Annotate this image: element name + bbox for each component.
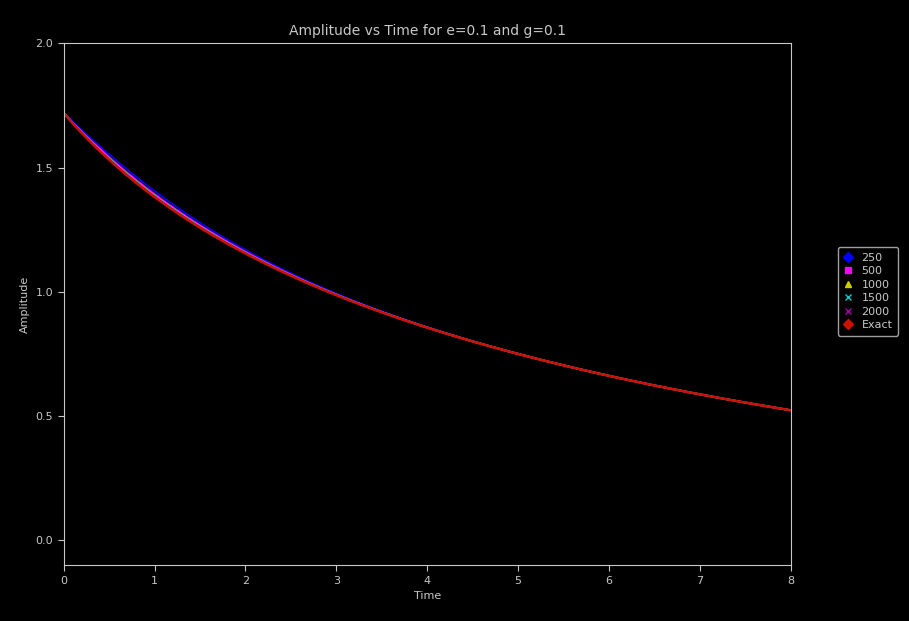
1500 [785,407,796,414]
1000 [684,389,695,396]
2000 [785,407,796,414]
500 [522,353,533,360]
500 [481,342,492,349]
1500 [103,155,114,162]
Exact [103,155,114,163]
2000 [58,109,69,117]
1500 [684,389,695,396]
1000 [481,342,492,349]
250 [58,109,69,117]
1500 [481,342,492,349]
1000 [500,347,511,354]
250 [684,389,695,396]
250 [481,341,492,348]
1500 [522,353,533,360]
1000 [785,407,796,414]
Line: 500: 500 [64,113,791,410]
Line: 1500: 1500 [64,113,791,410]
2000 [684,389,695,396]
Title: Amplitude vs Time for e=0.1 and g=0.1: Amplitude vs Time for e=0.1 and g=0.1 [289,24,565,38]
250 [610,373,621,381]
Line: 250: 250 [64,113,791,410]
2000 [103,155,114,162]
500 [785,407,796,414]
Exact [522,353,533,360]
250 [500,347,511,354]
1000 [58,109,69,117]
1500 [58,109,69,117]
Exact [785,407,796,414]
Exact [500,347,511,354]
X-axis label: Time: Time [414,591,441,601]
Exact [684,389,695,396]
Line: 1000: 1000 [64,113,791,410]
250 [522,352,533,360]
Legend: 250, 500, 1000, 1500, 2000, Exact: 250, 500, 1000, 1500, 2000, Exact [838,247,898,336]
1500 [500,347,511,354]
2000 [500,347,511,354]
Exact [610,373,621,381]
Exact [481,342,492,349]
1500 [610,373,621,381]
2000 [481,342,492,349]
1000 [610,373,621,381]
Y-axis label: Amplitude: Amplitude [20,276,30,333]
250 [103,150,114,157]
Exact [58,109,69,117]
500 [684,389,695,396]
250 [785,407,796,414]
2000 [522,353,533,360]
500 [58,109,69,117]
500 [610,373,621,381]
1000 [522,353,533,360]
2000 [610,373,621,381]
Line: Exact: Exact [64,113,791,410]
500 [103,153,114,160]
Line: 2000: 2000 [64,113,791,410]
1000 [103,154,114,161]
500 [500,347,511,354]
